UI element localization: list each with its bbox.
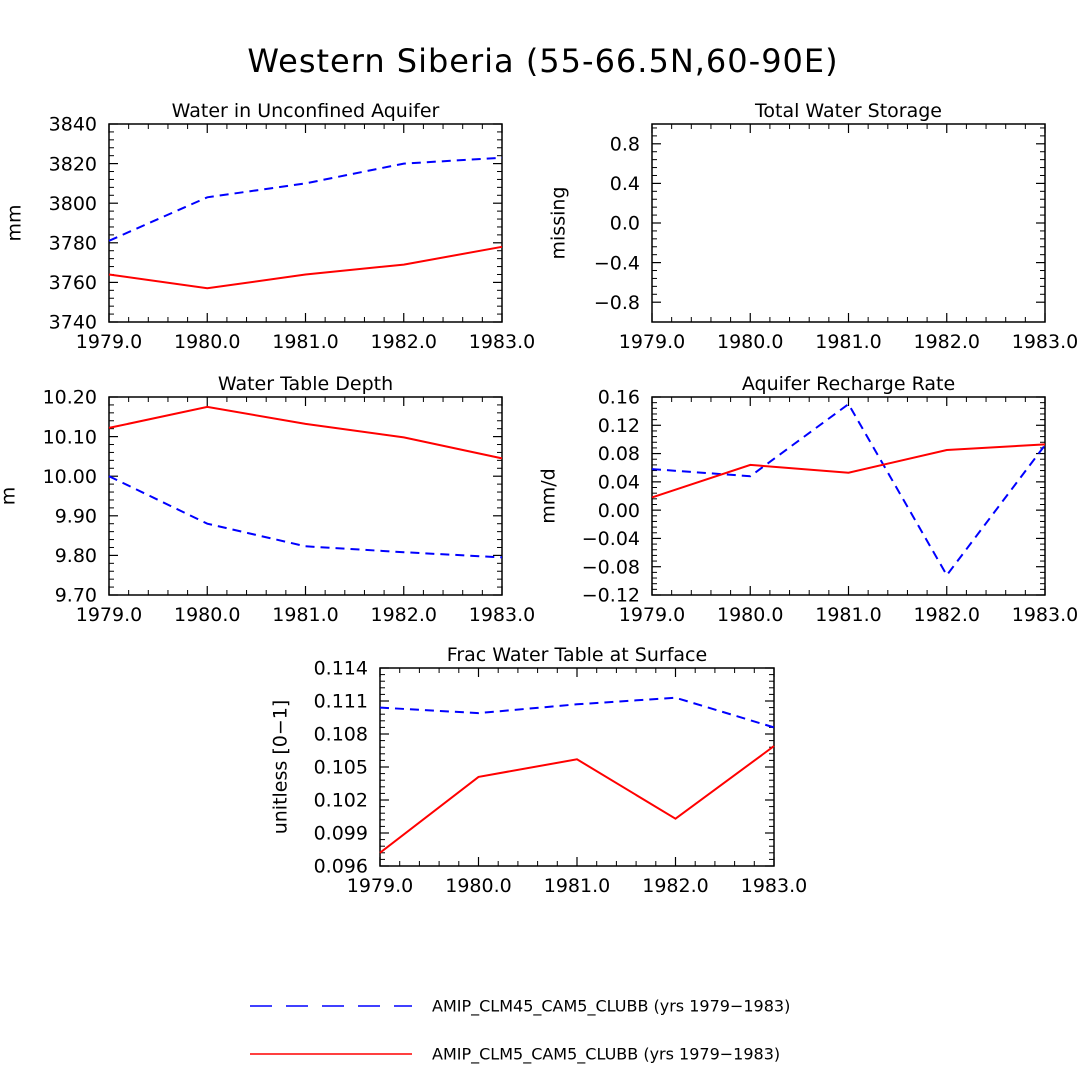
panel-2: Total Water Storage missing 1979.0 1980.0 19… bbox=[548, 100, 1079, 353]
y-tick-label: 10.00 bbox=[43, 466, 97, 488]
y-tick-label: 9.80 bbox=[55, 545, 97, 567]
y-tick-label: 0.00 bbox=[598, 500, 640, 522]
x-tick-label: 1980.0 bbox=[174, 331, 240, 353]
series-line-amip-clm45-cam5-clubb bbox=[379, 696, 775, 729]
y-tick-label: 0.096 bbox=[314, 856, 368, 878]
series-line-amip-clm5-cam5-clubb bbox=[108, 405, 503, 460]
panel-1: Water in Unconfined Aquifer mm 1979.0 1980.… bbox=[4, 100, 536, 353]
x-tick-label: 1983.0 bbox=[1012, 331, 1078, 353]
x-tick-label: 1982.0 bbox=[371, 331, 437, 353]
y-tick-label: −0.04 bbox=[582, 528, 640, 550]
panel-title: Aquifer Recharge Rate bbox=[742, 373, 955, 395]
plot-frame bbox=[379, 667, 775, 867]
series-line-amip-clm5-cam5-clubb bbox=[379, 745, 775, 854]
y-tick-label: 0.8 bbox=[610, 133, 640, 155]
y-tick-label: 3740 bbox=[49, 312, 97, 334]
x-tick-label: 1981.0 bbox=[272, 331, 338, 353]
series-line-amip-clm5-cam5-clubb bbox=[108, 245, 503, 290]
x-tick-label: 1982.0 bbox=[914, 331, 980, 353]
y-axis-label: unitless [0−1] bbox=[270, 700, 292, 835]
y-tick-label: 10.10 bbox=[43, 426, 97, 448]
y-axis-label: mm bbox=[4, 204, 26, 241]
y-tick-label: 9.70 bbox=[55, 585, 97, 607]
x-tick-label: 1980.0 bbox=[717, 604, 783, 626]
x-tick-label: 1980.0 bbox=[717, 331, 783, 353]
y-tick-label: 3800 bbox=[49, 193, 97, 215]
panels: Water in Unconfined Aquifer mm 1979.0 1980.… bbox=[0, 100, 1078, 897]
y-tick-label: 3820 bbox=[49, 153, 97, 175]
x-tick-label: 1981.0 bbox=[544, 875, 610, 897]
y-tick-label: 0.08 bbox=[598, 443, 640, 465]
x-tick-label: 1979.0 bbox=[619, 331, 685, 353]
plot-frame bbox=[108, 396, 503, 596]
legend-label: AMIP_CLM45_CAM5_CLUBB (yrs 1979−1983) bbox=[432, 997, 790, 1017]
legend-label: AMIP_CLM5_CAM5_CLUBB (yrs 1979−1983) bbox=[432, 1045, 780, 1065]
panel-title: Frac Water Table at Surface bbox=[447, 644, 707, 666]
main-title: Western Siberia (55-66.5N,60-90E) bbox=[247, 42, 838, 80]
y-tick-label: 0.111 bbox=[314, 691, 368, 713]
y-tick-label: 0.16 bbox=[598, 387, 640, 409]
y-tick-label: 3840 bbox=[49, 114, 97, 136]
y-tick-label: 0.04 bbox=[598, 472, 640, 494]
y-tick-label: 0.114 bbox=[314, 658, 368, 680]
plot-frame bbox=[651, 396, 1046, 596]
legend: AMIP_CLM45_CAM5_CLUBB (yrs 1979−1983) AMI… bbox=[250, 997, 790, 1065]
x-tick-label: 1982.0 bbox=[371, 604, 437, 626]
x-tick-label: 1983.0 bbox=[469, 331, 535, 353]
y-tick-label: 0.4 bbox=[610, 173, 640, 195]
y-tick-label: −0.08 bbox=[582, 556, 640, 578]
y-tick-label: 3780 bbox=[49, 232, 97, 254]
panel-3: Water Table Depth m 1979.0 1980.0 1981.0 1982… bbox=[0, 373, 535, 626]
x-tick-label: 1979.0 bbox=[76, 604, 142, 626]
panel-title: Water in Unconfined Aquifer bbox=[172, 100, 440, 122]
y-tick-label: −0.8 bbox=[594, 292, 640, 314]
x-tick-label: 1983.0 bbox=[469, 604, 535, 626]
panel-title: Total Water Storage bbox=[754, 100, 942, 122]
x-tick-label: 1981.0 bbox=[815, 331, 881, 353]
y-tick-label: −0.4 bbox=[594, 252, 640, 274]
panel-5: Frac Water Table at Surface unitless [0−1… bbox=[270, 644, 808, 897]
x-tick-label: 1982.0 bbox=[642, 875, 708, 897]
y-tick-label: −0.12 bbox=[582, 585, 640, 607]
y-tick-label: 0.105 bbox=[314, 757, 368, 779]
panel-4: Aquifer Recharge Rate mm/d 1979.0 1980.0 198… bbox=[538, 373, 1079, 626]
plot-frame bbox=[651, 123, 1046, 323]
x-tick-label: 1983.0 bbox=[741, 875, 807, 897]
plot-frame bbox=[108, 123, 503, 323]
y-tick-label: 0.0 bbox=[610, 213, 640, 235]
x-tick-label: 1980.0 bbox=[445, 875, 511, 897]
y-axis-label: mm/d bbox=[538, 468, 560, 523]
y-tick-label: 0.099 bbox=[314, 823, 368, 845]
x-tick-label: 1982.0 bbox=[914, 604, 980, 626]
y-tick-label: 10.20 bbox=[43, 387, 97, 409]
y-axis-label: missing bbox=[548, 187, 570, 260]
x-tick-label: 1980.0 bbox=[174, 604, 240, 626]
x-tick-label: 1983.0 bbox=[1012, 604, 1078, 626]
y-axis-label: m bbox=[0, 487, 20, 506]
y-tick-label: 0.102 bbox=[314, 790, 368, 812]
series-line-amip-clm5-cam5-clubb bbox=[651, 443, 1046, 499]
series-line-amip-clm45-cam5-clubb bbox=[108, 156, 503, 242]
series-line-amip-clm45-cam5-clubb bbox=[108, 475, 503, 559]
y-tick-label: 0.12 bbox=[598, 415, 640, 437]
series-line-amip-clm45-cam5-clubb bbox=[651, 402, 1046, 578]
y-tick-label: 0.108 bbox=[314, 724, 368, 746]
x-tick-label: 1981.0 bbox=[815, 604, 881, 626]
y-tick-label: 3760 bbox=[49, 272, 97, 294]
panel-title: Water Table Depth bbox=[218, 373, 393, 395]
y-tick-label: 9.90 bbox=[55, 505, 97, 527]
x-tick-label: 1979.0 bbox=[347, 875, 413, 897]
x-tick-label: 1979.0 bbox=[619, 604, 685, 626]
x-tick-label: 1981.0 bbox=[272, 604, 338, 626]
x-tick-label: 1979.0 bbox=[76, 331, 142, 353]
